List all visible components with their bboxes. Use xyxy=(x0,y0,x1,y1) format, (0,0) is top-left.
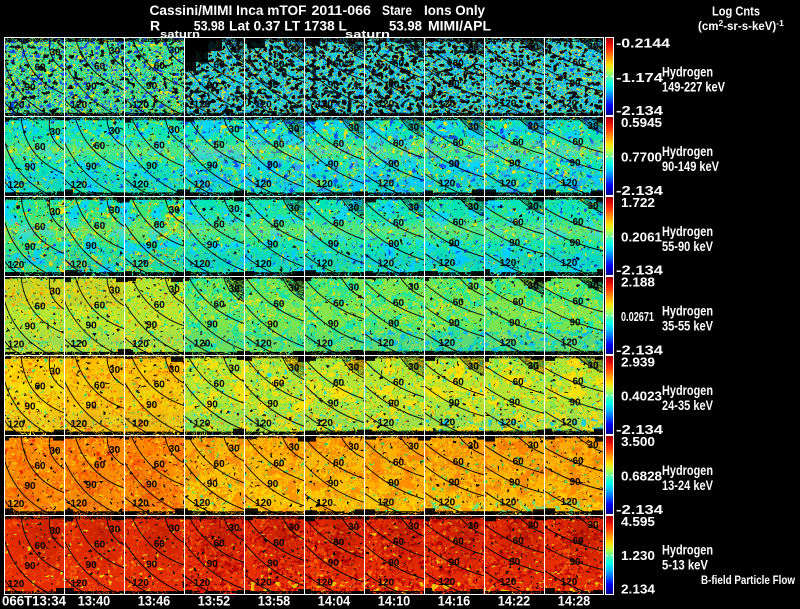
svg-text:Hydrogen: Hydrogen xyxy=(662,224,713,239)
svg-text:1.230: 1.230 xyxy=(621,548,655,563)
svg-text:14:28: 14:28 xyxy=(558,594,591,609)
svg-text:066T13:34: 066T13:34 xyxy=(2,594,66,609)
svg-text:Hydrogen: Hydrogen xyxy=(662,144,713,159)
svg-text:(cm2-sr-s-keV)-1: (cm2-sr-s-keV)-1 xyxy=(698,18,784,33)
svg-text:Hydrogen: Hydrogen xyxy=(662,543,713,558)
svg-text:B-field Particle Flow: B-field Particle Flow xyxy=(701,573,796,587)
svg-text:Hydrogen: Hydrogen xyxy=(662,304,713,319)
svg-text:Stare: Stare xyxy=(382,2,412,18)
svg-text:Lat 0.37 LT 1738 L: Lat 0.37 LT 1738 L xyxy=(229,18,347,34)
svg-text:13:40: 13:40 xyxy=(78,594,111,609)
svg-text:-2.134: -2.134 xyxy=(616,263,664,278)
svg-text:14:16: 14:16 xyxy=(438,594,471,609)
svg-text:-0.2144: -0.2144 xyxy=(616,36,671,51)
svg-text:13-24 keV: 13-24 keV xyxy=(662,478,713,493)
svg-text:2.134: 2.134 xyxy=(621,582,656,597)
svg-text:14:10: 14:10 xyxy=(378,594,411,609)
svg-text:Hydrogen: Hydrogen xyxy=(662,64,713,79)
svg-text:0.02671: 0.02671 xyxy=(621,309,654,324)
svg-text:-2.134: -2.134 xyxy=(616,183,664,198)
svg-text:2011-066: 2011-066 xyxy=(312,2,372,18)
svg-text:2.188: 2.188 xyxy=(621,275,655,290)
svg-text:4.595: 4.595 xyxy=(621,514,655,529)
svg-text:13:46: 13:46 xyxy=(138,594,171,609)
svg-text:14:04: 14:04 xyxy=(318,594,351,609)
svg-text:-2.134: -2.134 xyxy=(616,502,664,517)
svg-text:R: R xyxy=(150,18,160,34)
svg-text:Hydrogen: Hydrogen xyxy=(662,383,713,398)
svg-text:Ions Only: Ions Only xyxy=(424,2,485,18)
svg-text:-2.134: -2.134 xyxy=(616,103,664,118)
svg-text:Cassini/MIMI Inca mTOF: Cassini/MIMI Inca mTOF xyxy=(150,2,307,18)
svg-text:Log Cnts: Log Cnts xyxy=(712,5,760,19)
svg-text:Hydrogen: Hydrogen xyxy=(662,463,713,478)
svg-text:saturn: saturn xyxy=(345,29,390,41)
svg-text:13:58: 13:58 xyxy=(258,594,291,609)
svg-text:MIMI/APL: MIMI/APL xyxy=(428,18,491,34)
svg-text:13:52: 13:52 xyxy=(198,594,231,609)
svg-text:3.500: 3.500 xyxy=(621,434,655,449)
svg-text:35-55 keV: 35-55 keV xyxy=(662,319,713,334)
svg-text:90-149 keV: 90-149 keV xyxy=(662,159,719,174)
svg-text:0.7700: 0.7700 xyxy=(621,150,662,165)
svg-text:55-90 keV: 55-90 keV xyxy=(662,239,713,254)
svg-text:0.5945: 0.5945 xyxy=(621,115,662,130)
svg-text:-1.174: -1.174 xyxy=(616,70,664,85)
svg-text:2.939: 2.939 xyxy=(621,354,655,369)
svg-text:5-13 keV: 5-13 keV xyxy=(662,558,708,573)
svg-text:saturn: saturn xyxy=(160,29,200,41)
svg-text:0.6828: 0.6828 xyxy=(621,468,662,483)
svg-text:0.2061: 0.2061 xyxy=(621,229,662,244)
svg-text:149-227 keV: 149-227 keV xyxy=(662,79,725,94)
svg-text:53.98: 53.98 xyxy=(194,18,225,34)
svg-text:-2.134: -2.134 xyxy=(616,342,664,357)
svg-text:-2.134: -2.134 xyxy=(616,422,664,437)
svg-text:14:22: 14:22 xyxy=(498,594,531,609)
svg-text:24-35 keV: 24-35 keV xyxy=(662,398,713,413)
svg-text:53.98: 53.98 xyxy=(389,18,422,34)
svg-text:1.722: 1.722 xyxy=(621,195,655,210)
svg-text:0.4023: 0.4023 xyxy=(621,389,662,404)
